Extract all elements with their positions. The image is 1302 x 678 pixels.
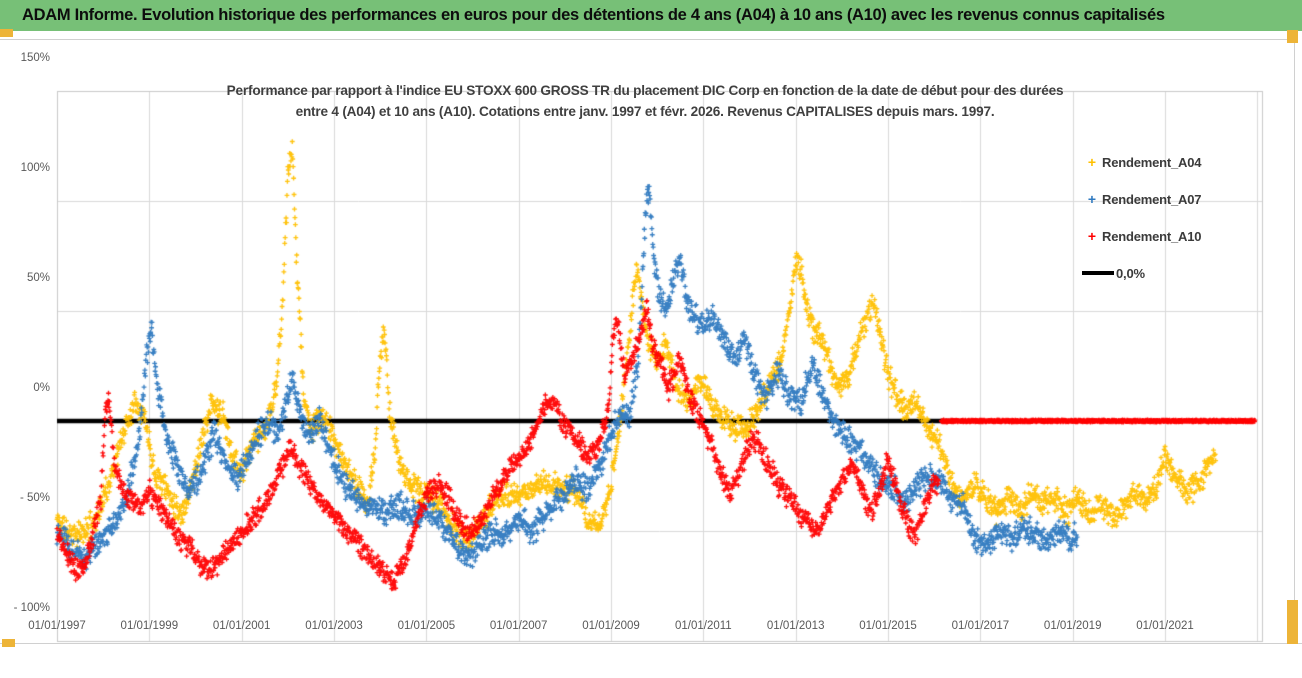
y-tick-label: - 100% — [13, 602, 50, 614]
chart-canvas — [0, 31, 1302, 678]
chart-legend: + Rendement_A04 + Rendement_A07 + Rendement_A… — [1082, 150, 1282, 298]
chart-title-line2: entre 4 (A04) et 10 ans (A10). Cotations… — [295, 104, 995, 119]
chart-frame-bottom — [0, 643, 1302, 644]
selection-handle-top-left[interactable] — [0, 29, 13, 37]
x-tick-label: 01/01/2015 — [859, 620, 917, 632]
y-tick-label: 50% — [26, 272, 50, 284]
x-tick-label: 01/01/2021 — [1136, 620, 1194, 632]
legend-label: Rendement_A07 — [1102, 191, 1202, 207]
selection-handle-top-right[interactable] — [1287, 30, 1298, 43]
x-tick-label: 01/01/2017 — [951, 620, 1010, 632]
selection-handle-bottom-left[interactable] — [2, 639, 15, 647]
y-tick-label: - 50% — [19, 492, 50, 504]
legend-plus-marker-icon: + — [1087, 228, 1097, 244]
x-tick-label: 01/01/2007 — [489, 620, 548, 632]
x-tick-label: 01/01/2011 — [675, 620, 732, 632]
legend-label: Rendement_A04 — [1102, 154, 1202, 170]
legend-plus-marker-icon: + — [1087, 154, 1097, 170]
selection-handle-bottom-right[interactable] — [1287, 600, 1298, 644]
chart-title: Performance par rapport à l'indice EU ST… — [170, 80, 1120, 122]
x-tick-label: 01/01/2005 — [397, 620, 456, 632]
legend-item-rendement-a10[interactable]: + Rendement_A10 — [1082, 224, 1282, 248]
legend-label: 0,0% — [1116, 265, 1145, 281]
legend-plus-marker-icon: + — [1087, 191, 1097, 207]
chart-title-line1: Performance par rapport à l'indice EU ST… — [226, 83, 1064, 98]
y-tick-label: 100% — [20, 162, 50, 174]
legend-label: Rendement_A10 — [1102, 228, 1202, 244]
x-tick-label: 01/01/1997 — [28, 620, 86, 632]
x-tick-label: 01/01/2003 — [305, 620, 363, 632]
sheet-header-bar: ADAM Informe. Evolution historique des p… — [0, 0, 1302, 31]
chart-frame-top — [0, 39, 1296, 40]
legend-item-0-0-[interactable]: 0,0% — [1082, 261, 1282, 285]
chart-frame-right — [1294, 40, 1295, 643]
sheet-header-title: ADAM Informe. Evolution historique des p… — [22, 6, 1165, 24]
legend-item-rendement-a07[interactable]: + Rendement_A07 — [1082, 187, 1282, 211]
x-tick-label: 01/01/2001 — [212, 620, 271, 632]
chart-area[interactable]: Performance par rapport à l'indice EU ST… — [0, 31, 1302, 678]
x-tick-label: 01/01/2013 — [766, 620, 825, 632]
x-tick-label: 01/01/2019 — [1043, 620, 1102, 632]
legend-line-marker-icon — [1082, 271, 1114, 275]
x-tick-label: 01/01/1999 — [120, 620, 179, 632]
y-tick-label: 0% — [33, 382, 50, 394]
x-tick-label: 01/01/2009 — [582, 620, 640, 632]
y-tick-label: 150% — [20, 52, 50, 64]
legend-item-rendement-a04[interactable]: + Rendement_A04 — [1082, 150, 1282, 174]
